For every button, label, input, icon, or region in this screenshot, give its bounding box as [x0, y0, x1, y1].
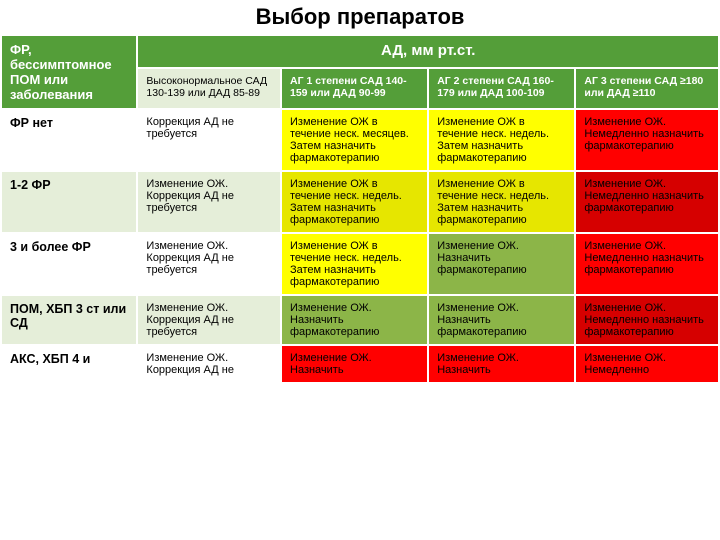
header-span: АД, мм рт.ст.: [137, 35, 719, 68]
col-header-3: АГ 3 степени САД ≥180 или ДАД ≥110: [575, 68, 719, 109]
cell: Изменение ОЖ в течение неск. недель. Зат…: [428, 171, 575, 233]
col-header-2: АГ 2 степени САД 160-179 или ДАД 100-109: [428, 68, 575, 109]
cell: Изменение ОЖ. Немедленно назначить фарма…: [575, 171, 719, 233]
col-header-0: Высоконормальное САД 130-139 или ДАД 85-…: [137, 68, 281, 109]
table-row: ФР нетКоррекция АД не требуетсяИзменение…: [1, 109, 719, 171]
cell: Изменение ОЖ. Назначить: [281, 345, 428, 383]
row-label: АКС, ХБП 4 и: [1, 345, 137, 383]
cell: Изменение ОЖ в течение неск. недель. Зат…: [281, 171, 428, 233]
header-row-1: ФР, бессимптомное ПОМ или заболевания АД…: [1, 35, 719, 68]
table-row: 1-2 ФРИзменение ОЖ. Коррекция АД не треб…: [1, 171, 719, 233]
cell: Изменение ОЖ. Назначить фармакотерапию: [428, 233, 575, 295]
table-row: 3 и более ФРИзменение ОЖ. Коррекция АД н…: [1, 233, 719, 295]
row-label: ФР нет: [1, 109, 137, 171]
page-title: Выбор препаратов: [0, 0, 720, 34]
cell: Изменение ОЖ. Коррекция АД не: [137, 345, 281, 383]
cell: Изменение ОЖ. Немедленно назначить фарма…: [575, 109, 719, 171]
cell: Коррекция АД не требуется: [137, 109, 281, 171]
header-rowcol: ФР, бессимптомное ПОМ или заболевания: [1, 35, 137, 109]
cell: Изменение ОЖ. Назначить фармакотерапию: [428, 295, 575, 345]
cell: Изменение ОЖ. Коррекция АД не требуется: [137, 171, 281, 233]
drug-choice-table: ФР, бессимптомное ПОМ или заболевания АД…: [0, 34, 720, 384]
cell: Изменение ОЖ. Назначить фармакотерапию: [281, 295, 428, 345]
row-label: ПОМ, ХБП 3 ст или СД: [1, 295, 137, 345]
cell: Изменение ОЖ. Коррекция АД не требуется: [137, 295, 281, 345]
table-row: АКС, ХБП 4 иИзменение ОЖ. Коррекция АД н…: [1, 345, 719, 383]
cell: Изменение ОЖ. Немедленно назначить фарма…: [575, 233, 719, 295]
cell: Изменение ОЖ. Немедленно назначить фарма…: [575, 295, 719, 345]
cell: Изменение ОЖ. Назначить: [428, 345, 575, 383]
row-label: 3 и более ФР: [1, 233, 137, 295]
cell: Изменение ОЖ. Коррекция АД не требуется: [137, 233, 281, 295]
cell: Изменение ОЖ в течение неск. недель. Зат…: [428, 109, 575, 171]
col-header-1: АГ 1 степени САД 140-159 или ДАД 90-99: [281, 68, 428, 109]
row-label: 1-2 ФР: [1, 171, 137, 233]
cell: Изменение ОЖ. Немедленно: [575, 345, 719, 383]
table-row: ПОМ, ХБП 3 ст или СДИзменение ОЖ. Коррек…: [1, 295, 719, 345]
cell: Изменение ОЖ в течение неск. недель. Зат…: [281, 233, 428, 295]
cell: Изменение ОЖ в течение неск. месяцев. За…: [281, 109, 428, 171]
